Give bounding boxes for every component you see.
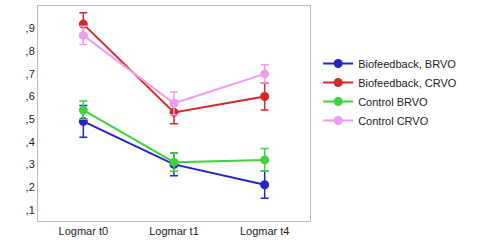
svg-text:,1: ,1 [26,204,35,216]
svg-text:Logmar t0: Logmar t0 [59,225,109,237]
svg-text:,6: ,6 [26,90,35,102]
svg-text:Logmar t1: Logmar t1 [149,225,199,237]
svg-text:,9: ,9 [26,22,35,34]
svg-text:,5: ,5 [26,113,35,125]
svg-text:,8: ,8 [26,45,35,57]
svg-text:Control CRVO: Control CRVO [358,115,429,127]
svg-text:,4: ,4 [26,136,35,148]
svg-text:,3: ,3 [26,158,35,170]
svg-text:,2: ,2 [26,181,35,193]
svg-text:Control BRVO: Control BRVO [358,96,428,108]
svg-text:Biofeedback, CRVO: Biofeedback, CRVO [358,77,457,89]
svg-text:,7: ,7 [26,68,35,80]
svg-text:Logmar t4: Logmar t4 [240,225,290,237]
svg-text:Biofeedback, BRVO: Biofeedback, BRVO [358,58,456,70]
